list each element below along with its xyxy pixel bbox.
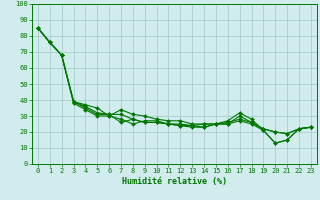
X-axis label: Humidité relative (%): Humidité relative (%) (122, 177, 227, 186)
